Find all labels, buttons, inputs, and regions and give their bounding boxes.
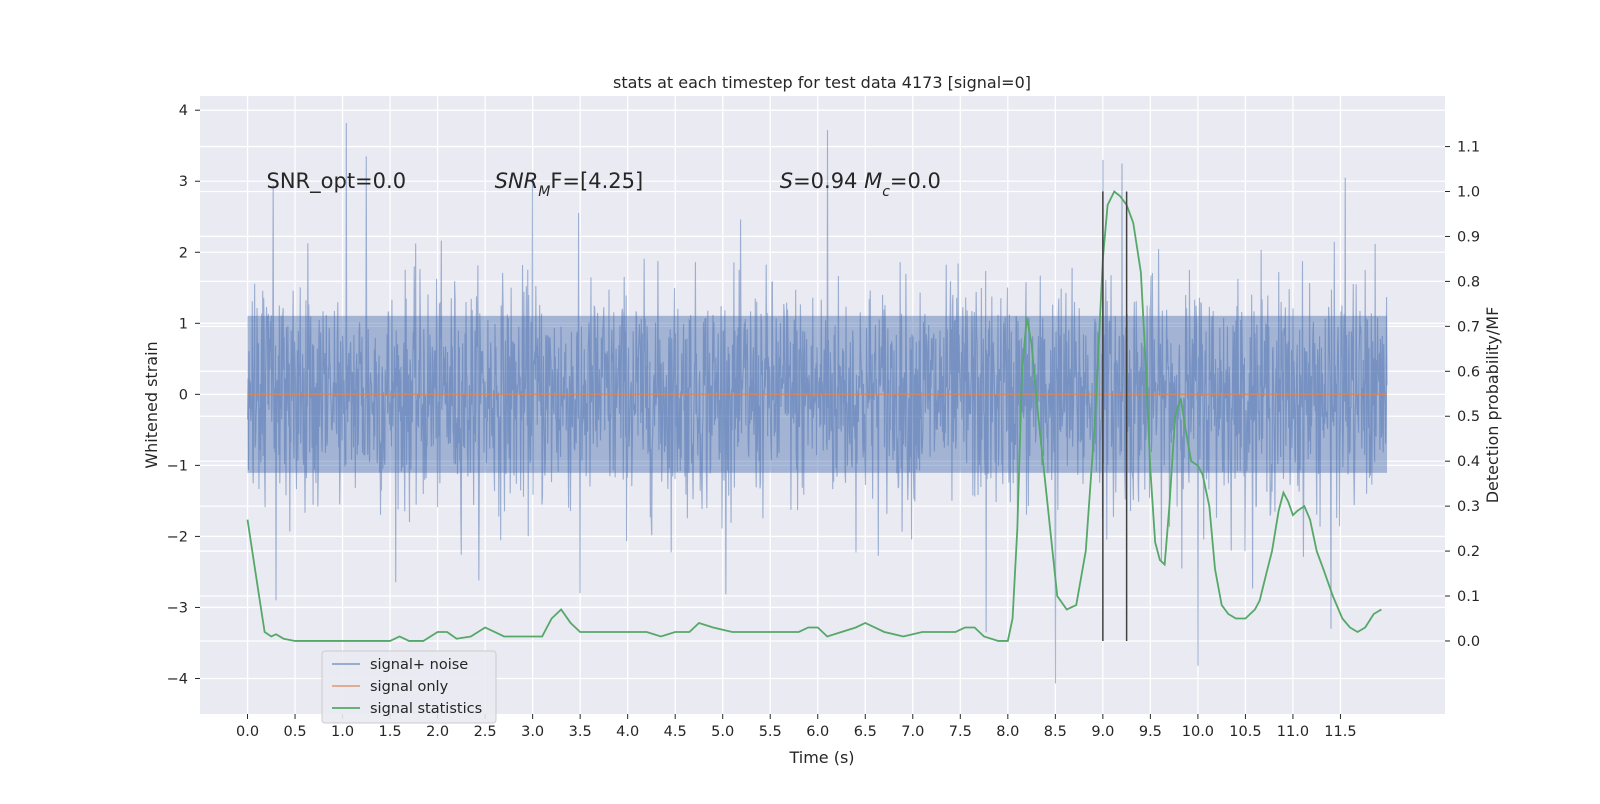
y-tick-label: 4	[179, 103, 188, 119]
y-tick-label: 0	[179, 387, 188, 403]
x-tick-label: 6.5	[854, 724, 877, 740]
x-tick-label: 4.0	[616, 724, 639, 740]
x-tick-label: 3.5	[569, 724, 592, 740]
y2-tick-label: 0.3	[1457, 499, 1480, 515]
y-tick-label: −1	[167, 458, 188, 474]
y2-tick-label: 0.4	[1457, 454, 1480, 470]
y-tick-label: 3	[179, 174, 188, 190]
y-tick-label: −2	[167, 529, 188, 545]
x-tick-label: 8.0	[996, 724, 1019, 740]
x-tick-label: 11.5	[1324, 724, 1356, 740]
y2-tick-label: 0.8	[1457, 274, 1480, 290]
legend-box	[321, 650, 497, 724]
x-tick-label: 4.5	[664, 724, 687, 740]
x-tick-label: 0.5	[284, 724, 307, 740]
y2-tick-label: 0.6	[1457, 364, 1480, 380]
x-tick-label: 2.0	[426, 724, 449, 740]
annotation-snr-opt: SNR_opt=0.0	[267, 169, 407, 194]
y2-tick-label: 0.1	[1457, 589, 1480, 605]
annotation-snr-mf: SNRMF=[4.25]	[495, 169, 644, 200]
x-tick-label: 10.5	[1229, 724, 1261, 740]
x-tick-label: 8.5	[1044, 724, 1067, 740]
x-tick-label: 1.5	[379, 724, 402, 740]
y2-axis-label: Detection probability/MF	[1483, 307, 1502, 504]
y2-tick-label: 1.0	[1457, 185, 1480, 201]
x-tick-label: 5.0	[711, 724, 734, 740]
series-line-signal-statistics	[246, 190, 1382, 642]
y-tick-label: 1	[179, 316, 188, 332]
legend: signal+ noise signal only signal statistic…	[321, 650, 497, 724]
y-axis-label: Whitened strain	[142, 341, 161, 468]
x-tick-label: 0.0	[236, 724, 259, 740]
chart-title: stats at each timestep for test data 417…	[613, 73, 1031, 92]
axes: 0.0 0.5 1.0 1.5 2.0 2.5 3.0 3.5 4.0 4.5 5.0 5.5 6.0 6…	[167, 103, 1480, 740]
y-tick-label: 2	[179, 245, 188, 261]
x-tick-label: 1.0	[331, 724, 354, 740]
x-tick-label: 9.0	[1091, 724, 1114, 740]
y2-tick-label: 0.0	[1457, 634, 1480, 650]
x-tick-label: 5.5	[759, 724, 782, 740]
x-axis-label: Time (s)	[788, 748, 854, 767]
series-lines	[246, 190, 1388, 642]
signal-plus-noise-line	[246, 122, 1388, 684]
y2-tick-label: 0.5	[1457, 409, 1480, 425]
y-tick-label: −3	[167, 600, 188, 616]
x-tick-label: 9.5	[1139, 724, 1162, 740]
x-tick-label: 10.0	[1182, 724, 1214, 740]
y2-tick-label: 0.2	[1457, 544, 1480, 560]
y2-tick-label: 0.9	[1457, 229, 1480, 245]
x-tick-label: 11.0	[1277, 724, 1309, 740]
legend-label-2: signal statistics	[370, 701, 482, 717]
x-tick-label: 6.0	[806, 724, 829, 740]
annotations: SNR_opt=0.0 SNRMF=[4.25] S=0.94 Mc=0.0	[267, 169, 941, 200]
x-tick-label: 3.0	[521, 724, 544, 740]
x-tick-label: 2.5	[474, 724, 497, 740]
annotation-stat-mc: S=0.94 Mc=0.0	[780, 169, 941, 200]
legend-label-1: signal only	[370, 679, 449, 695]
y2-tick-label: 0.7	[1457, 319, 1480, 335]
y-tick-label: −4	[167, 671, 188, 687]
y2-tick-label: 1.1	[1457, 140, 1480, 156]
x-tick-label: 7.0	[901, 724, 924, 740]
x-tick-label: 7.5	[949, 724, 972, 740]
legend-label-0: signal+ noise	[370, 657, 468, 673]
